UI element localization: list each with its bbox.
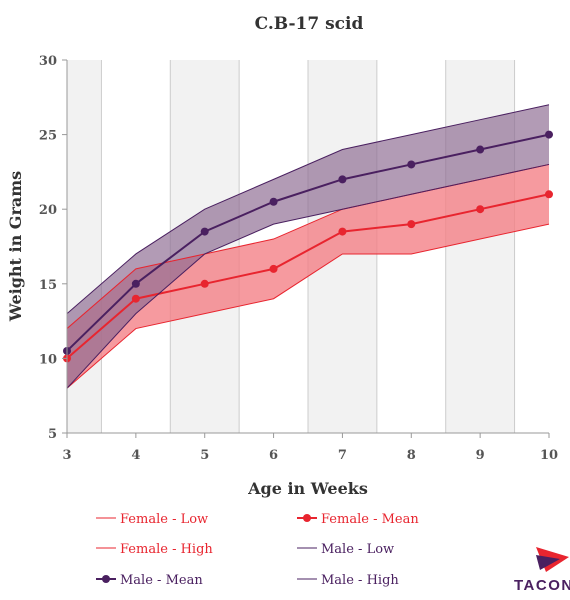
male-low-line	[66, 163, 550, 389]
x-tick-label: 7	[338, 448, 347, 463]
male-mean-line	[66, 133, 550, 352]
female-mean-point[interactable]	[269, 264, 278, 273]
male-mean-point[interactable]	[131, 279, 140, 288]
tacon-logo-mark-purple	[536, 555, 560, 570]
legend-item-female-high[interactable]: Female - High	[96, 542, 213, 557]
chart-title: C.B-17 scid	[255, 14, 364, 34]
tacon-logo: TACON	[514, 547, 570, 594]
male-mean-point[interactable]	[545, 130, 553, 139]
x-tick-label: 3	[62, 448, 71, 463]
female-mean-point[interactable]	[338, 227, 347, 236]
legend-item-male-mean[interactable]: Male - Mean	[96, 573, 203, 588]
legend-label: Male - Low	[321, 542, 394, 557]
legend[interactable]: Female - Low Female - Mean Female - High Ma…	[96, 512, 419, 588]
legend-label: Female - High	[120, 542, 213, 557]
x-tick-labels: 3 4 5 6 7 8 9 10	[62, 433, 558, 463]
legend-item-female-low[interactable]: Female - Low	[96, 512, 208, 527]
y-axis-title: Weight in Grams	[6, 171, 25, 322]
legend-item-female-mean[interactable]: Female - Mean	[297, 512, 419, 527]
y-tick-label: 20	[39, 203, 57, 218]
series-points	[63, 130, 553, 363]
legend-swatch-marker	[102, 575, 110, 583]
y-tick-label: 15	[39, 278, 57, 293]
female-mean-line	[66, 193, 550, 360]
y-tick-labels: 5 10 15 20 25 30	[39, 54, 67, 442]
x-tick-label: 9	[476, 448, 485, 463]
male-mean-point[interactable]	[407, 160, 416, 169]
male-range-area	[67, 104, 549, 389]
legend-item-male-low[interactable]: Male - Low	[297, 542, 394, 557]
female-mean-point[interactable]	[476, 205, 485, 214]
y-tick-label: 25	[39, 129, 57, 144]
female-mean-point[interactable]	[131, 294, 140, 303]
x-tick-label: 10	[540, 448, 558, 463]
legend-item-male-high[interactable]: Male - High	[297, 573, 399, 588]
legend-swatch-marker	[303, 514, 311, 522]
female-low-line	[66, 223, 550, 389]
y-tick-label: 30	[39, 54, 57, 69]
legend-label: Male - High	[321, 573, 399, 588]
male-high-line	[66, 104, 550, 315]
male-mean-point[interactable]	[476, 145, 485, 154]
y-tick-label: 10	[39, 352, 57, 367]
female-mean-point[interactable]	[545, 190, 553, 199]
x-axis-title: Age in Weeks	[247, 479, 368, 498]
legend-label: Female - Low	[120, 512, 208, 527]
axes	[66, 60, 549, 434]
x-tick-label: 6	[269, 448, 278, 463]
legend-label: Male - Mean	[120, 573, 203, 588]
male-mean-point[interactable]	[338, 175, 347, 184]
legend-label: Female - Mean	[321, 512, 419, 527]
female-mean-point[interactable]	[407, 220, 416, 229]
male-mean-point[interactable]	[269, 197, 278, 206]
female-mean-point[interactable]	[200, 279, 209, 288]
series-lines	[66, 104, 550, 389]
tacon-logo-text: TACON	[514, 577, 570, 594]
x-tick-label: 4	[131, 448, 140, 463]
x-tick-label: 8	[407, 448, 416, 463]
male-mean-point[interactable]	[200, 227, 209, 236]
x-tick-label: 5	[200, 448, 209, 463]
y-tick-label: 5	[48, 427, 57, 442]
